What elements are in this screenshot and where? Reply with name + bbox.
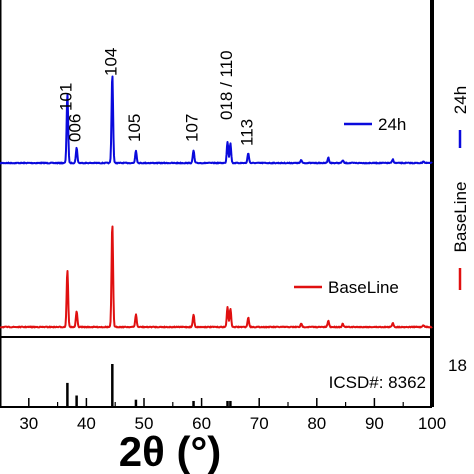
side-label-24h: 24h [451,86,470,114]
peak-label: 107 [183,114,202,142]
legend-baseline-label: BaseLine [328,278,399,297]
traces-group [0,75,433,329]
x-tick-label: 50 [135,414,154,433]
peak-label: 104 [101,48,120,76]
x-tick-label: 60 [192,414,211,433]
peak-label: 105 [125,114,144,142]
legend-24h-label: 24h [378,115,406,134]
x-tick-label: 30 [19,414,38,433]
peak-label: 113 [237,119,256,146]
peak-label: 006 [66,114,85,142]
x-tick-label: 90 [365,414,384,433]
peak-label: 101 [56,83,75,111]
x-axis-title: 2θ (°) [119,428,222,474]
trace-24h [0,75,433,165]
x-ticks-group: 30 40 50 60 70 80 90 100 [0,398,446,433]
x-tick-label: 100 [418,414,446,433]
peak-label: 018 / 110 [217,50,236,120]
trace-baseline [0,225,433,329]
x-tick-label: 40 [77,414,96,433]
reference-lines-group [66,364,232,406]
side-label-baseline: BaseLine [451,182,470,253]
side-label-reference: 18 [448,356,467,375]
x-tick-label: 70 [250,414,269,433]
x-tick-label: 80 [307,414,326,433]
reference-label: ICSD#: 8362 [329,373,426,392]
